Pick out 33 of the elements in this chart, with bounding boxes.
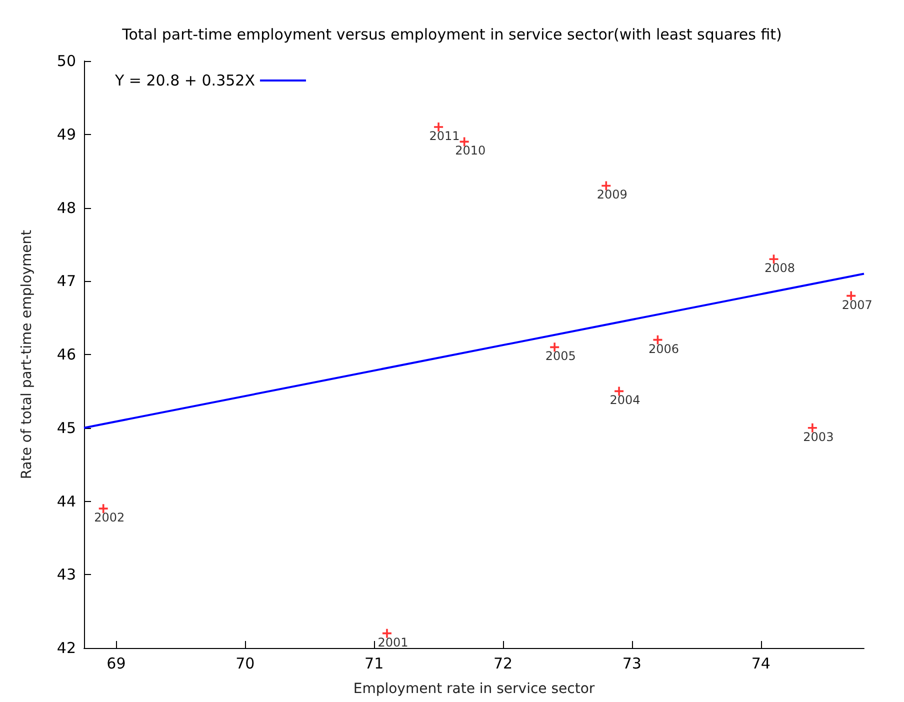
y-tick-label: 44 (56, 492, 76, 510)
x-tick-label: 72 (493, 654, 513, 672)
y-tick-label: 49 (56, 125, 76, 144)
x-axis-title: Employment rate in service sector (353, 681, 595, 697)
x-tick-label: 70 (236, 654, 255, 672)
annotation: 2005 (545, 349, 576, 364)
annotation: 2001 (378, 635, 408, 650)
annotation: 2002 (94, 510, 125, 525)
y-tick-label: 48 (56, 198, 76, 217)
point (846, 291, 856, 300)
y-tick-label: 46 (56, 346, 76, 364)
x-tick-label: 71 (364, 654, 384, 672)
annotation: 2011 (429, 129, 460, 144)
y-tick-label: 43 (56, 566, 76, 584)
y-tick-label: 45 (56, 418, 76, 437)
annotation: 2006 (648, 342, 679, 356)
x-tick-label: 74 (751, 654, 770, 672)
annotation: 2010 (455, 144, 486, 158)
point (382, 628, 392, 638)
y-tick-label: 42 (56, 639, 76, 657)
y-tick-label: 50 (56, 52, 76, 70)
y-tick-label: 47 (56, 272, 76, 290)
point (808, 423, 817, 432)
annotation: 2009 (596, 188, 628, 202)
chart-title: Total part-time employment versus employment in service sector(with least squares fit) (121, 26, 782, 44)
annotation: 2003 (803, 430, 834, 444)
x-tick-label: 69 (106, 654, 126, 672)
annotation: 2004 (610, 393, 640, 408)
legend-label: Y = 20.8 + 0.352X (114, 72, 255, 90)
annotation: 2007 (842, 298, 872, 312)
annotation: 2008 (764, 261, 796, 276)
x-tick-label: 73 (622, 654, 642, 672)
y-axis-title: Rate of total part-time employment (19, 229, 35, 480)
